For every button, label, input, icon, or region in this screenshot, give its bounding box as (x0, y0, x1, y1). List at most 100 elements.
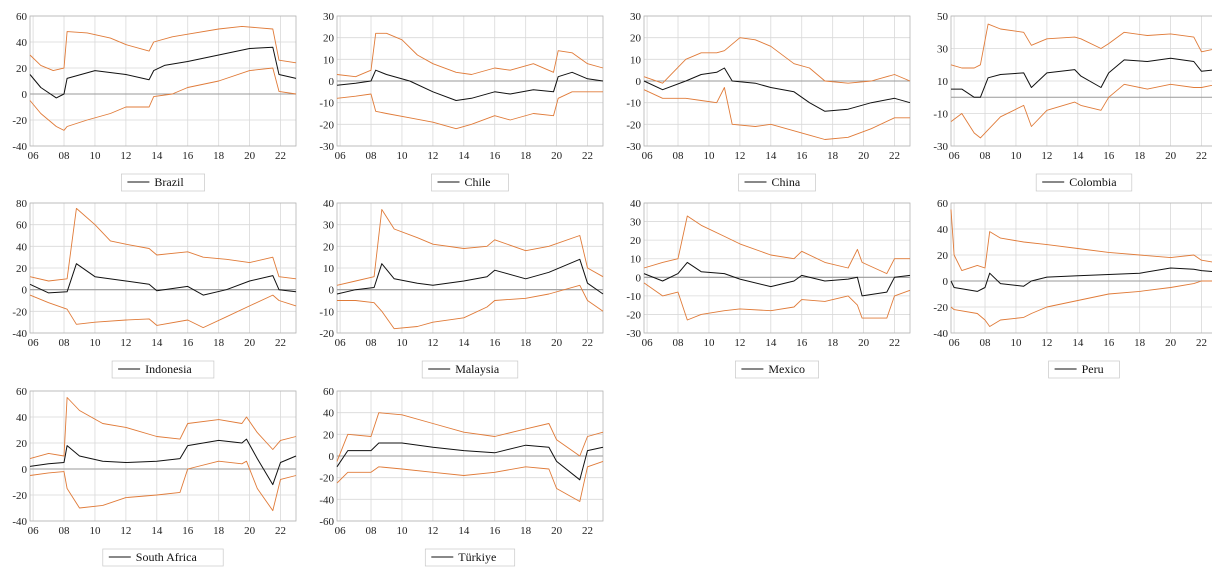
legend: South Africa (102, 548, 224, 567)
x-tick-label: 10 (396, 337, 408, 349)
y-tick-label: 0 (22, 89, 28, 101)
x-tick-label: 16 (182, 337, 194, 349)
legend-box (735, 360, 819, 379)
x-tick-label: 20 (1165, 150, 1177, 162)
x-tick-label: 12 (120, 525, 131, 537)
x-tick-label: 06 (335, 525, 347, 537)
y-tick-label: 0 (636, 272, 642, 284)
legend: Colombia (1035, 173, 1133, 192)
y-tick-label: 20 (630, 235, 642, 247)
point-estimate-line (951, 57, 1212, 98)
x-tick-label: 08 (980, 150, 992, 162)
x-tick-label: 08 (366, 337, 378, 349)
y-tick-label: -10 (319, 98, 334, 110)
lower-band-line (950, 280, 1212, 327)
x-tick-label: 16 (796, 150, 808, 162)
y-tick-label: 10 (323, 54, 335, 66)
x-tick-label: 10 (89, 150, 101, 162)
legend-label: China (772, 175, 801, 189)
x-tick-label: 14 (458, 337, 470, 349)
plot-frame (950, 15, 1212, 147)
x-tick-label: 18 (827, 337, 839, 349)
legend-label: Brazil (154, 175, 184, 189)
legend-box (1035, 173, 1133, 192)
legend: Türkiye (424, 548, 516, 567)
upper-band-line (29, 207, 297, 282)
y-tick-label: 30 (937, 44, 949, 56)
x-tick-label: 12 (120, 337, 131, 349)
point-estimate-line (29, 46, 297, 99)
panel-indonesia: -40 -20 0 20 40 60 80 06 08 10 12 14 16 18 20 22 Indones… (12, 198, 297, 379)
panel-china: -30 -20 -10 0 10 20 30 06 08 10 12 14 16 18 20 22 China (626, 11, 911, 192)
legend-label: Indonesia (145, 362, 192, 376)
plot-frame (29, 15, 297, 147)
x-tick-label: 20 (551, 525, 563, 537)
upper-band-line (29, 397, 297, 460)
x-tick-label: 16 (1103, 337, 1115, 349)
x-tick-label: 08 (59, 525, 71, 537)
plot-frame (950, 202, 1212, 334)
panel-mexico: -30 -20 -10 0 10 20 30 40 06 08 10 12 14 16 18 20 22 Mexi… (626, 198, 911, 379)
lower-band-line (29, 67, 297, 131)
x-tick-label: 18 (213, 337, 225, 349)
y-tick-label: -20 (626, 119, 641, 131)
y-tick-label: 10 (630, 254, 642, 266)
panel-colombia: -30 -10 10 30 50 06 08 10 12 14 16 18 20 22 Colombia (933, 11, 1212, 192)
x-tick-label: 18 (827, 150, 839, 162)
legend-label: Mexico (768, 362, 805, 376)
x-tick-label: 20 (858, 337, 870, 349)
panel-peru: -40 -20 0 20 40 60 06 08 10 12 14 16 18 20 22 Peru (933, 198, 1212, 379)
x-tick-label: 16 (796, 337, 808, 349)
upper-band-line (336, 32, 604, 78)
x-tick-label: 22 (1196, 337, 1207, 349)
x-tick-label: 22 (275, 150, 286, 162)
x-tick-label: 18 (520, 337, 532, 349)
y-tick-label: 0 (22, 285, 28, 297)
y-tick-label: 40 (630, 198, 642, 210)
y-tick-label: -20 (319, 473, 334, 485)
x-tick-label: 22 (889, 150, 900, 162)
panel-brazil: -40 -20 0 20 40 60 06 08 10 12 14 16 18 20 22 Brazil (12, 11, 297, 192)
lower-band-line (336, 91, 603, 130)
legend-box (102, 548, 224, 567)
legend-label: Malaysia (455, 362, 500, 376)
x-tick-label: 12 (1041, 150, 1052, 162)
legend-label: South Africa (136, 550, 198, 564)
y-tick-label: 60 (16, 386, 28, 398)
x-tick-label: 12 (120, 150, 131, 162)
point-estimate-line (643, 261, 911, 297)
y-tick-label: -20 (319, 328, 334, 340)
y-tick-label: -30 (319, 141, 334, 153)
point-estimate-line (336, 258, 604, 295)
point-estimate-line (336, 69, 604, 101)
y-tick-label: -30 (626, 141, 641, 153)
lower-band-line (29, 460, 297, 512)
plot-frame (29, 202, 297, 334)
y-tick-label: -20 (12, 115, 27, 127)
y-tick-label: 30 (630, 217, 642, 229)
x-tick-label: 10 (396, 150, 408, 162)
x-tick-label: 22 (582, 525, 593, 537)
x-tick-label: 18 (213, 150, 225, 162)
x-tick-label: 14 (765, 337, 777, 349)
x-tick-label: 06 (949, 337, 961, 349)
y-tick-label: 0 (329, 285, 335, 297)
x-tick-label: 12 (734, 150, 745, 162)
x-tick-label: 16 (489, 150, 501, 162)
upper-band-line (950, 209, 1212, 272)
x-tick-label: 20 (244, 150, 256, 162)
x-tick-label: 08 (980, 337, 992, 349)
x-tick-label: 12 (427, 525, 438, 537)
y-tick-label: -10 (626, 291, 641, 303)
point-estimate-line (336, 442, 604, 481)
x-tick-label: 08 (366, 525, 378, 537)
y-tick-label: -20 (933, 302, 948, 314)
y-tick-label: -20 (626, 309, 641, 321)
x-tick-label: 12 (734, 337, 745, 349)
x-tick-label: 16 (182, 150, 194, 162)
x-tick-label: 06 (335, 150, 347, 162)
x-tick-label: 16 (182, 525, 194, 537)
plot-frame (643, 202, 911, 334)
y-tick-label: -40 (12, 141, 27, 153)
